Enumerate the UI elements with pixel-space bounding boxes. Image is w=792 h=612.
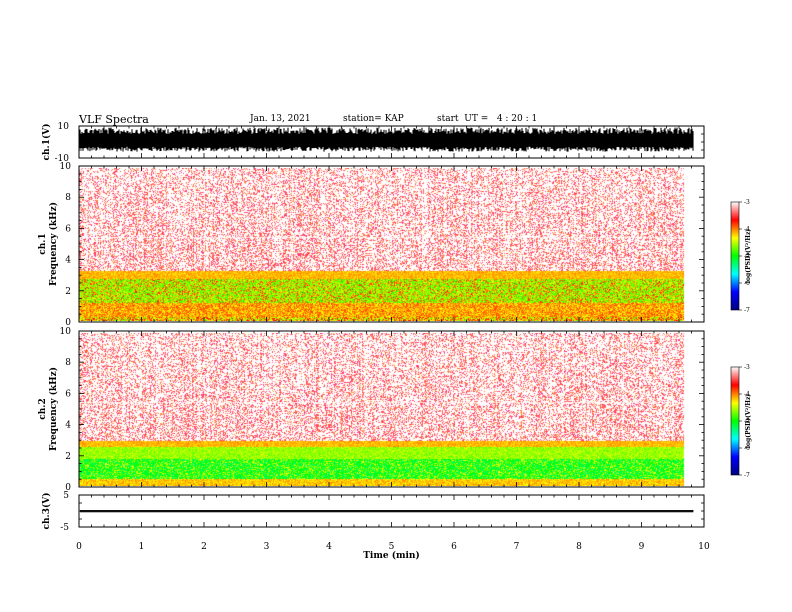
ch2-y-tick-label-2: 2 [65,452,71,462]
ch1-y-axis-title: Frequency (kHz) [48,202,59,286]
ch2-colorbar [731,367,739,475]
ch2-y-tick-label-6: 6 [65,389,71,399]
colorbar-tick-label: -3 [744,199,750,206]
ch2-y-axis-title: Frequency (kHz) [48,367,59,451]
y-axis-title: ch.3(V) [41,493,52,530]
colorbar-tick-label: -5 [744,418,750,425]
colorbar-tick-label: -3 [744,364,750,371]
ch1-y-tick-label-0: 0 [65,318,71,328]
ch1-y-tick-label-2: 2 [65,287,71,297]
x-tick-label-0: 0 [76,542,82,552]
x-tick-label-8: 8 [576,542,582,552]
colorbar-title: log(PSD)(V²/Hz) [745,229,752,284]
ch1-y-tick-label-6: 6 [65,224,71,234]
colorbar-frame [730,366,740,476]
figure-station: station= KAP [343,114,404,124]
y-tick-label: 10 [58,122,70,132]
colorbar-frame [730,201,740,311]
ch2-y-tick-label-8: 8 [65,358,71,368]
x-tick-label-3: 3 [264,542,270,552]
x-tick-label-7: 7 [514,542,520,552]
y-tick-label: -5 [60,523,69,533]
ch2-y-tick-label-4: 4 [65,421,71,431]
colorbar-tick-label: -4 [744,391,750,398]
x-tick-label-5: 5 [389,542,395,552]
x-tick-label-9: 9 [639,542,645,552]
x-tick-label-2: 2 [201,542,207,552]
x-tick-label-1: 1 [139,542,145,552]
colorbar-tick-label: -5 [744,253,750,260]
colorbar-tick-label: -7 [744,307,750,314]
ch1-colorbar [731,202,739,310]
ch1-channel-label: ch.1 [38,233,48,254]
x-tick-label-4: 4 [326,542,332,552]
colorbar-tick-label: -6 [744,445,750,452]
figure-start-time: start UT = 4 : 20 : 1 [437,114,538,124]
ch1-waveform-trace [79,127,694,152]
ch2-spectrogram-image [79,333,694,486]
x-tick-label-10: 10 [698,542,710,552]
y-axis-title: ch.1(V) [41,124,52,161]
panel-frame-2 [78,165,705,323]
y-tick-label: 5 [63,491,69,501]
ch2-y-tick-label-0: 0 [65,483,71,493]
figure-title: VLF Spectra [79,113,149,126]
x-axis-title: Time (min) [363,550,420,561]
figure-date: Jan. 13, 2021 [250,114,311,124]
ch1-y-tick-label-10: 10 [60,162,72,172]
colorbar-tick-label: -4 [744,226,750,233]
ch1-spectrogram-image [79,168,694,321]
colorbar-title: log(PSD)(V²/Hz) [745,394,752,449]
colorbar-tick-label: -6 [744,280,750,287]
colorbar-tick-label: -7 [744,472,750,479]
ch2-y-tick-label-10: 10 [60,327,72,337]
ch2-channel-label: ch.2 [38,398,48,419]
ch1-y-tick-label-8: 8 [65,193,71,203]
panel-frame-3 [78,330,705,488]
x-tick-label-6: 6 [451,542,457,552]
y-tick-label: -10 [55,154,70,164]
ch1-y-tick-label-4: 4 [65,256,71,266]
